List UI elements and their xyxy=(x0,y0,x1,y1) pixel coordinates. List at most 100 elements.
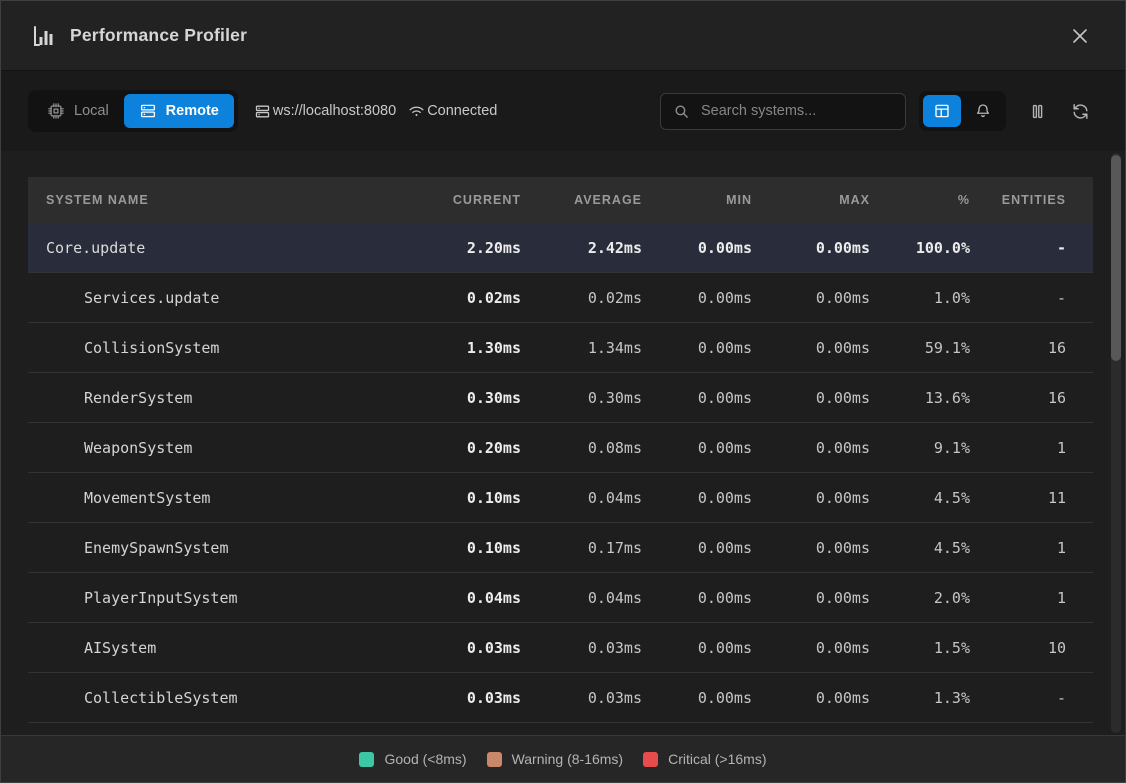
percent-cell: 9.1% xyxy=(870,439,970,457)
min-cell: 0.00ms xyxy=(642,289,752,307)
percent-cell: 59.1% xyxy=(870,339,970,357)
entities-cell: 1 xyxy=(970,439,1066,457)
legend-item-warning: Warning (8-16ms) xyxy=(487,751,624,767)
average-cell: 0.30ms xyxy=(521,389,642,407)
min-cell: 0.00ms xyxy=(642,589,752,607)
column-header-average[interactable]: AVERAGE xyxy=(521,193,642,207)
system-name-cell: CollisionSystem xyxy=(28,339,411,357)
current-cell: 0.10ms xyxy=(411,489,521,507)
remote-mode-label: Remote xyxy=(166,103,219,119)
max-cell: 0.00ms xyxy=(752,489,870,507)
close-icon xyxy=(1071,27,1089,45)
warning-swatch xyxy=(487,752,502,767)
min-cell: 0.00ms xyxy=(642,639,752,657)
average-cell: 0.17ms xyxy=(521,539,642,557)
legend-footer: Good (<8ms) Warning (8-16ms) Critical (>… xyxy=(1,735,1125,782)
max-cell: 0.00ms xyxy=(752,639,870,657)
search-input[interactable] xyxy=(699,102,893,120)
refresh-button[interactable] xyxy=(1065,96,1095,126)
average-cell: 0.02ms xyxy=(521,289,642,307)
critical-swatch xyxy=(643,752,658,767)
warning-label: Warning (8-16ms) xyxy=(512,751,624,767)
content-area: SYSTEM NAME CURRENT AVERAGE MIN MAX % EN… xyxy=(1,151,1125,735)
performance-profiler-window: Performance Profiler Local xyxy=(0,0,1126,783)
min-cell: 0.00ms xyxy=(642,539,752,557)
percent-cell: 4.5% xyxy=(870,489,970,507)
wifi-icon xyxy=(408,103,425,120)
system-name-cell: CollectibleSystem xyxy=(28,689,411,707)
column-header-current[interactable]: CURRENT xyxy=(411,193,521,207)
column-header-max[interactable]: MAX xyxy=(752,193,870,207)
table-row[interactable]: CollectibleSystem0.03ms0.03ms0.00ms0.00m… xyxy=(28,673,1093,723)
table-row[interactable]: WeaponSystem0.20ms0.08ms0.00ms0.00ms9.1%… xyxy=(28,423,1093,473)
max-cell: 0.00ms xyxy=(752,239,870,257)
table-row[interactable]: MovementSystem0.10ms0.04ms0.00ms0.00ms4.… xyxy=(28,473,1093,523)
average-cell: 2.42ms xyxy=(521,239,642,257)
min-cell: 0.00ms xyxy=(642,389,752,407)
entities-cell: 1 xyxy=(970,589,1066,607)
current-cell: 0.03ms xyxy=(411,639,521,657)
table-view-button[interactable] xyxy=(923,95,961,127)
system-name-cell: RenderSystem xyxy=(28,389,411,407)
current-cell: 0.10ms xyxy=(411,539,521,557)
column-header-entities[interactable]: ENTITIES xyxy=(970,193,1066,207)
average-cell: 0.03ms xyxy=(521,639,642,657)
search-icon xyxy=(673,103,690,120)
server-icon xyxy=(139,102,157,120)
percent-cell: 13.6% xyxy=(870,389,970,407)
system-name-cell: EnemySpawnSystem xyxy=(28,539,411,557)
local-mode-label: Local xyxy=(74,103,109,119)
connection-info: ws://localhost:8080 Connected xyxy=(254,103,497,120)
entities-cell: - xyxy=(970,289,1066,307)
entities-cell: 16 xyxy=(970,389,1066,407)
remote-mode-button[interactable]: Remote xyxy=(124,94,234,128)
bell-icon xyxy=(974,102,992,120)
view-toggle-group xyxy=(919,91,1006,131)
pause-button[interactable] xyxy=(1022,96,1052,126)
current-cell: 0.20ms xyxy=(411,439,521,457)
table-row[interactable]: Core.update2.20ms2.42ms0.00ms0.00ms100.0… xyxy=(28,223,1093,273)
max-cell: 0.00ms xyxy=(752,589,870,607)
system-name-cell: Core.update xyxy=(28,239,411,257)
good-swatch xyxy=(359,752,374,767)
percent-cell: 1.3% xyxy=(870,689,970,707)
table-row[interactable]: EnemySpawnSystem0.10ms0.17ms0.00ms0.00ms… xyxy=(28,523,1093,573)
table-row[interactable]: AISystem0.03ms0.03ms0.00ms0.00ms1.5%10 xyxy=(28,623,1093,673)
max-cell: 0.00ms xyxy=(752,289,870,307)
entities-cell: 11 xyxy=(970,489,1066,507)
min-cell: 0.00ms xyxy=(642,239,752,257)
scrollbar-thumb[interactable] xyxy=(1111,155,1121,361)
table-row[interactable]: CollisionSystem1.30ms1.34ms0.00ms0.00ms5… xyxy=(28,323,1093,373)
percent-cell: 4.5% xyxy=(870,539,970,557)
average-cell: 0.03ms xyxy=(521,689,642,707)
table-row[interactable]: PlayerInputSystem0.04ms0.04ms0.00ms0.00m… xyxy=(28,573,1093,623)
alerts-button[interactable] xyxy=(964,95,1002,127)
entities-cell: - xyxy=(970,689,1066,707)
title-bar: Performance Profiler xyxy=(1,1,1125,71)
close-button[interactable] xyxy=(1065,21,1095,51)
average-cell: 1.34ms xyxy=(521,339,642,357)
table-row[interactable]: Services.update0.02ms0.02ms0.00ms0.00ms1… xyxy=(28,273,1093,323)
connection-status: Connected xyxy=(408,103,497,120)
max-cell: 0.00ms xyxy=(752,339,870,357)
good-label: Good (<8ms) xyxy=(384,751,466,767)
max-cell: 0.00ms xyxy=(752,439,870,457)
toolbar: Local Remote ws://localhost:8080 xyxy=(1,71,1125,151)
table-body: Core.update2.20ms2.42ms0.00ms0.00ms100.0… xyxy=(28,223,1093,723)
column-header-system-name[interactable]: SYSTEM NAME xyxy=(28,193,411,207)
column-header-percent[interactable]: % xyxy=(870,193,970,207)
host-server-icon xyxy=(254,103,271,120)
mode-toggle-group: Local Remote xyxy=(28,90,238,132)
connection-status-label: Connected xyxy=(427,103,497,119)
current-cell: 2.20ms xyxy=(411,239,521,257)
column-header-min[interactable]: MIN xyxy=(642,193,752,207)
entities-cell: 1 xyxy=(970,539,1066,557)
max-cell: 0.00ms xyxy=(752,539,870,557)
current-cell: 0.03ms xyxy=(411,689,521,707)
percent-cell: 2.0% xyxy=(870,589,970,607)
local-mode-button[interactable]: Local xyxy=(32,94,124,128)
table-row[interactable]: RenderSystem0.30ms0.30ms0.00ms0.00ms13.6… xyxy=(28,373,1093,423)
scrollbar-track[interactable] xyxy=(1111,153,1121,733)
connection-url: ws://localhost:8080 xyxy=(273,103,396,119)
percent-cell: 100.0% xyxy=(870,239,970,257)
